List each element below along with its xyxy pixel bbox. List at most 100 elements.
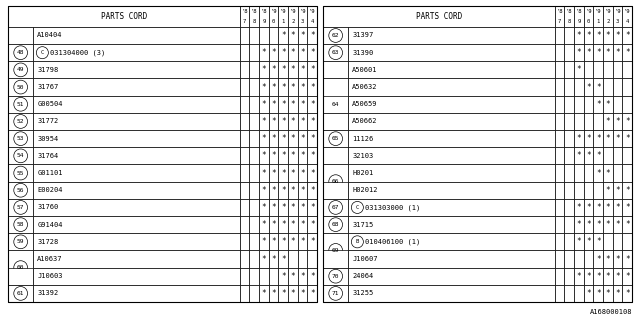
Text: *: *: [271, 203, 276, 212]
Text: 3: 3: [301, 19, 304, 24]
Bar: [288, 199, 298, 216]
Text: 31760: 31760: [37, 204, 59, 211]
Text: *: *: [281, 83, 285, 92]
Text: '9: '9: [300, 9, 306, 14]
Bar: [348, 233, 555, 251]
Bar: [584, 147, 593, 164]
Text: 31772: 31772: [37, 118, 59, 124]
Text: *: *: [262, 237, 266, 246]
Bar: [603, 78, 612, 96]
Bar: [348, 78, 555, 96]
Bar: [298, 199, 307, 216]
Text: 63: 63: [332, 50, 339, 55]
Bar: [298, 61, 307, 78]
Text: *: *: [291, 100, 295, 109]
Bar: [250, 147, 259, 164]
Bar: [612, 251, 622, 268]
Text: *: *: [300, 272, 305, 281]
Bar: [250, 27, 259, 44]
Text: *: *: [605, 48, 610, 57]
Bar: [593, 251, 603, 268]
Text: *: *: [596, 272, 600, 281]
Bar: [323, 6, 632, 302]
Text: *: *: [586, 48, 591, 57]
Text: *: *: [300, 134, 305, 143]
Text: *: *: [310, 237, 314, 246]
Text: *: *: [605, 100, 610, 109]
Bar: [564, 44, 574, 61]
Bar: [8, 164, 33, 182]
Bar: [555, 6, 564, 27]
Text: *: *: [310, 65, 314, 74]
Bar: [33, 199, 240, 216]
Text: *: *: [262, 65, 266, 74]
Bar: [288, 147, 298, 164]
Text: '9: '9: [624, 9, 630, 14]
Bar: [8, 233, 33, 251]
Bar: [259, 251, 269, 268]
Bar: [603, 130, 612, 147]
Bar: [603, 96, 612, 113]
Bar: [250, 251, 259, 268]
Bar: [622, 251, 632, 268]
Bar: [307, 147, 317, 164]
Text: *: *: [262, 203, 266, 212]
Bar: [593, 44, 603, 61]
Bar: [323, 113, 348, 130]
Text: 31397: 31397: [353, 33, 374, 38]
Bar: [603, 251, 612, 268]
Text: *: *: [300, 100, 305, 109]
Bar: [584, 6, 593, 27]
Text: *: *: [281, 169, 285, 178]
Bar: [278, 251, 288, 268]
Bar: [298, 164, 307, 182]
Bar: [584, 78, 593, 96]
Bar: [250, 61, 259, 78]
Bar: [555, 164, 564, 182]
Text: *: *: [310, 31, 314, 40]
Text: *: *: [596, 151, 600, 160]
Bar: [584, 233, 593, 251]
Text: *: *: [300, 31, 305, 40]
Bar: [33, 182, 240, 199]
Bar: [622, 61, 632, 78]
Text: 0: 0: [587, 19, 590, 24]
Bar: [348, 268, 555, 285]
Bar: [288, 164, 298, 182]
Bar: [278, 147, 288, 164]
Bar: [612, 268, 622, 285]
Text: 53: 53: [17, 136, 24, 141]
Bar: [240, 285, 250, 302]
Text: *: *: [291, 31, 295, 40]
Bar: [8, 78, 33, 96]
Bar: [307, 44, 317, 61]
Text: *: *: [596, 100, 600, 109]
Bar: [555, 27, 564, 44]
Bar: [564, 6, 574, 27]
Bar: [323, 27, 348, 44]
Bar: [593, 113, 603, 130]
Bar: [259, 164, 269, 182]
Text: *: *: [596, 48, 600, 57]
Bar: [564, 268, 574, 285]
Bar: [555, 61, 564, 78]
Bar: [564, 27, 574, 44]
Bar: [298, 147, 307, 164]
Bar: [278, 130, 288, 147]
Bar: [8, 130, 33, 147]
Bar: [259, 268, 269, 285]
Bar: [250, 44, 259, 61]
Text: A10637: A10637: [37, 256, 63, 262]
Text: *: *: [281, 220, 285, 229]
Bar: [278, 6, 288, 27]
Bar: [622, 285, 632, 302]
Text: *: *: [300, 220, 305, 229]
Bar: [603, 164, 612, 182]
Bar: [259, 233, 269, 251]
Text: 31715: 31715: [353, 222, 374, 228]
Bar: [307, 251, 317, 268]
Bar: [564, 251, 574, 268]
Text: '8: '8: [251, 9, 257, 14]
Bar: [603, 268, 612, 285]
Bar: [622, 216, 632, 233]
